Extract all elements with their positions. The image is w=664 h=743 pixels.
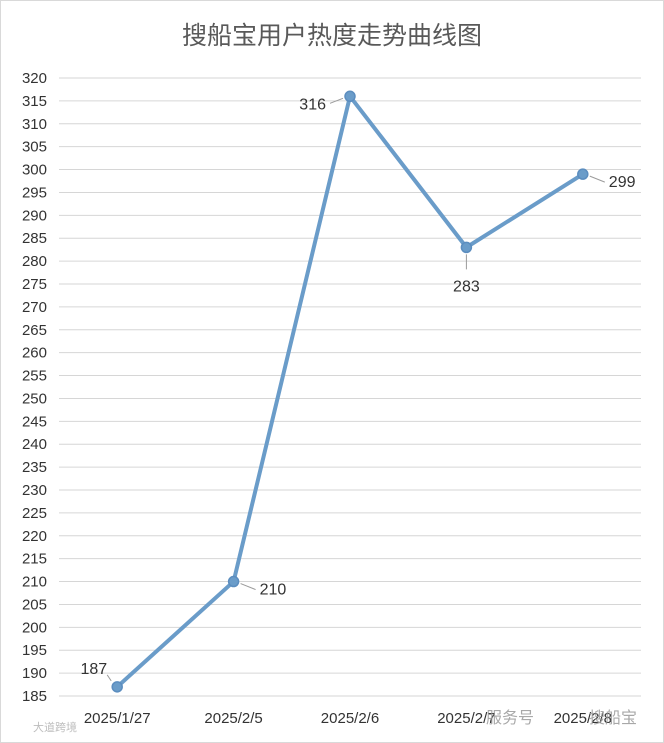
y-tick-label: 270	[22, 299, 47, 316]
data-label-leader	[240, 583, 256, 591]
y-tick-label: 190	[22, 665, 47, 682]
y-tick-label: 200	[22, 619, 47, 636]
series-line	[115, 94, 585, 689]
y-tick-label: 195	[22, 642, 47, 659]
y-tick-label: 290	[22, 207, 47, 224]
series-line-group	[111, 90, 589, 693]
x-tick-label: 2025/2/8	[554, 710, 612, 727]
y-tick-label: 260	[22, 345, 47, 362]
gridlines	[59, 77, 641, 697]
y-tick-label: 300	[22, 162, 47, 179]
y-tick-label: 235	[22, 459, 47, 476]
y-tick-label: 295	[22, 184, 47, 201]
y-tick-label: 250	[22, 390, 47, 407]
y-tick-label: 265	[22, 322, 47, 339]
y-tick-label: 315	[22, 93, 47, 110]
data-label-leader	[329, 97, 344, 104]
x-tick-label: 2025/2/6	[321, 710, 379, 727]
data-label: 283	[453, 278, 480, 295]
y-tick-label: 280	[22, 253, 47, 270]
watermark-left-label: 大道跨境	[33, 720, 77, 734]
data-point	[460, 241, 473, 254]
y-tick-label: 320	[22, 70, 47, 87]
y-tick-label: 240	[22, 436, 47, 453]
x-axis-ticks: 2025/1/27 2025/2/5 2025/2/6 2025/2/7 2025/2/…	[84, 710, 612, 727]
x-tick-label: 2025/2/5	[204, 710, 262, 727]
y-tick-label: 255	[22, 368, 47, 385]
data-point	[111, 681, 123, 693]
watermark-right-label: 服务号	[486, 708, 534, 727]
y-tick-label: 220	[22, 528, 47, 545]
data-labels: 187 210 316 283 299	[80, 96, 636, 682]
data-point	[227, 575, 240, 588]
data-point	[577, 168, 589, 180]
y-tick-label: 245	[22, 413, 47, 430]
x-tick-label: 2025/2/7	[437, 710, 495, 727]
y-tick-label: 215	[22, 551, 47, 568]
y-tick-label: 305	[22, 139, 47, 156]
data-label: 210	[260, 582, 287, 599]
y-axis-ticks: 185 190 195 200 205 210 215 220 225 230 235 240 245 2…	[22, 70, 47, 705]
y-tick-label: 205	[22, 596, 47, 613]
watermark: 服务号 搜船宝 大道跨境	[33, 708, 637, 734]
data-label: 187	[80, 661, 107, 678]
data-point	[344, 90, 356, 103]
data-label: 316	[299, 96, 326, 113]
x-tick-label: 2025/1/27	[84, 710, 151, 727]
data-label-leader	[589, 175, 605, 183]
y-tick-label: 275	[22, 276, 47, 293]
y-tick-label: 230	[22, 482, 47, 499]
y-tick-label: 285	[22, 230, 47, 247]
y-tick-label: 210	[22, 574, 47, 591]
y-tick-label: 225	[22, 505, 47, 522]
y-tick-label: 310	[22, 116, 47, 133]
chart-title: 搜船宝用户热度走势曲线图	[182, 21, 482, 50]
y-tick-label: 185	[22, 688, 47, 705]
watermark-right-name: 搜船宝	[589, 708, 637, 727]
data-label: 299	[609, 174, 636, 191]
data-label-leader	[106, 674, 112, 682]
